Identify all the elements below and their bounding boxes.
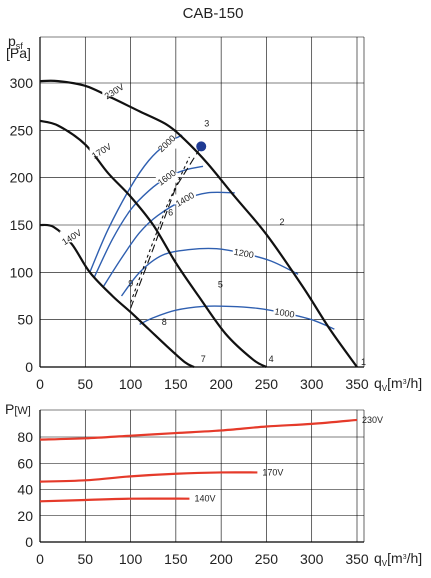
- top-y-tick-label: 150: [10, 217, 34, 233]
- fan-curve-230V: [39, 79, 358, 368]
- top-x-tick-label: 200: [209, 376, 233, 392]
- top-x-axis-label: qV[m3/h]: [374, 375, 422, 393]
- rpm-label-bg: [232, 248, 255, 259]
- point-label-9: 9: [128, 278, 133, 288]
- point-label-3: 3: [204, 118, 209, 128]
- operating-point: [196, 141, 207, 152]
- top-x-tick-label: 150: [164, 376, 188, 392]
- power-curve-230V: [39, 418, 358, 441]
- rpm-label-1400: 1400: [174, 190, 196, 209]
- fan-curve-170V: [39, 119, 267, 368]
- top-y-tick-label: 50: [17, 312, 33, 328]
- point-label-2: 2: [279, 217, 284, 227]
- bottom-x-tick-label: 200: [209, 551, 233, 567]
- top-y-tick-label: 300: [10, 75, 34, 91]
- bottom-x-tick-label: 350: [345, 551, 369, 567]
- power-curve-label-230V: 230V: [362, 415, 383, 425]
- top-x-tick-label: 300: [300, 376, 324, 392]
- system-curve: [130, 156, 190, 303]
- bottom-x-axis-label: qV[m3/h]: [374, 550, 422, 568]
- voltage-label-bg: [89, 145, 114, 157]
- power-curve-140V: [39, 497, 190, 503]
- top-y-tick-label: 250: [10, 122, 34, 138]
- bottom-y-tick-label: 0: [25, 534, 33, 550]
- top-y-axis-unit: [Pa]: [6, 45, 31, 61]
- bottom-y-tick-label: 40: [17, 482, 33, 498]
- rpm-label-1200: 1200: [233, 247, 254, 260]
- voltage-label-bg: [59, 231, 84, 243]
- top-y-tick-label: 0: [25, 359, 33, 375]
- rpm-curve-1200: [120, 247, 299, 297]
- system-curve: [130, 146, 202, 309]
- point-label-6: 6: [168, 207, 173, 217]
- top-x-tick-label: 350: [345, 376, 369, 392]
- top-x-tick-label: 250: [255, 376, 279, 392]
- voltage-label-bg: [102, 85, 127, 97]
- fan-curve-140V: [39, 223, 195, 369]
- chart-title: CAB-150: [183, 5, 244, 22]
- voltage-label: 170V: [90, 141, 113, 161]
- rpm-curve-1400: [102, 191, 235, 287]
- rpm-label-1600: 1600: [156, 168, 178, 188]
- top-x-tick-label: 100: [119, 376, 143, 392]
- bottom-x-tick-label: 250: [255, 551, 279, 567]
- rpm-label-bg: [155, 138, 178, 149]
- rpm-curve-1000: [139, 305, 335, 330]
- top-y-tick-label: 200: [10, 170, 34, 186]
- point-label-8: 8: [162, 317, 167, 327]
- rpm-curve-1600: [93, 165, 204, 278]
- bottom-y-tick-label: 20: [17, 508, 33, 524]
- top-x-tick-label: 0: [36, 376, 44, 392]
- rpm-label-bg: [173, 194, 196, 205]
- rpm-label-bg: [155, 172, 178, 183]
- bottom-x-tick-label: 300: [300, 551, 324, 567]
- bottom-x-tick-label: 100: [119, 551, 143, 567]
- point-label-7: 7: [201, 354, 206, 364]
- point-label-5: 5: [218, 279, 223, 289]
- top-x-tick-label: 50: [77, 376, 93, 392]
- bottom-y-axis-label: P[W]: [5, 401, 31, 417]
- rpm-label-bg: [273, 308, 296, 319]
- point-label-4: 4: [269, 354, 274, 364]
- power-curve-label-140V: 140V: [194, 494, 215, 504]
- bottom-x-tick-label: 50: [77, 551, 93, 567]
- bottom-y-tick-label: 60: [17, 455, 33, 471]
- top-grid: [39, 36, 365, 368]
- rpm-label-1000: 1000: [274, 306, 295, 319]
- bottom-x-tick-label: 0: [36, 551, 44, 567]
- bottom-y-tick-label: 80: [17, 429, 33, 445]
- point-label-1: 1: [361, 357, 366, 367]
- power-curve-label-170V: 170V: [262, 467, 283, 477]
- bottom-grid: [39, 409, 365, 543]
- top-y-tick-label: 100: [10, 264, 34, 280]
- bottom-x-tick-label: 150: [164, 551, 188, 567]
- power-curve-170V: [39, 471, 258, 483]
